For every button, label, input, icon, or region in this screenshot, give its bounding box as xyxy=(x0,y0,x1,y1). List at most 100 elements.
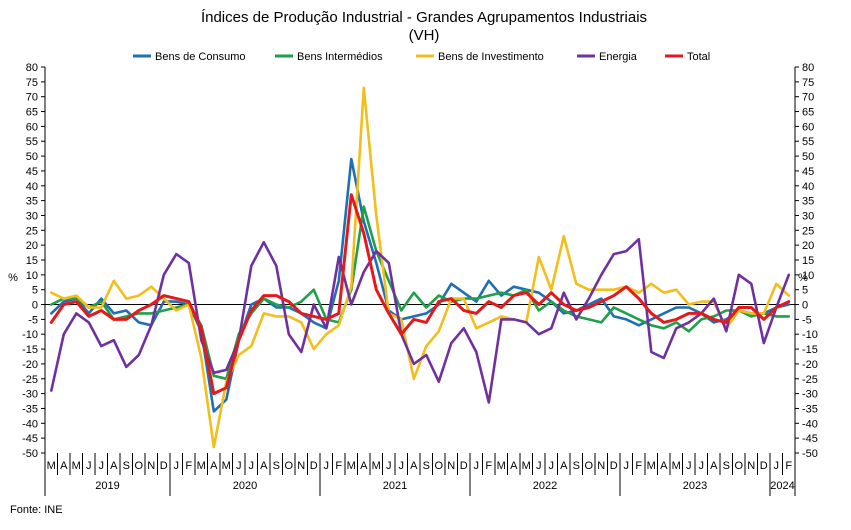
month-label: F xyxy=(485,460,492,472)
right-tick-label: 40 xyxy=(802,181,814,193)
left-tick-label: 65 xyxy=(26,107,38,119)
month-label: A xyxy=(410,460,418,472)
source-note: Fonte: INE xyxy=(10,504,63,516)
month-label: N xyxy=(147,460,155,472)
month-label: J xyxy=(86,460,92,472)
right-tick-label: 20 xyxy=(802,240,814,252)
month-label: J xyxy=(686,460,692,472)
month-label: A xyxy=(360,460,368,472)
month-label: S xyxy=(723,460,730,472)
left-tick-label: -50 xyxy=(22,448,38,460)
month-label: J xyxy=(236,460,242,472)
right-tick-label: 15 xyxy=(802,255,814,267)
right-tick-label: -10 xyxy=(802,329,818,341)
right-tick-label: 35 xyxy=(802,196,814,208)
month-label: M xyxy=(47,460,56,472)
right-tick-label: 45 xyxy=(802,166,814,178)
month-label: O xyxy=(584,460,593,472)
month-label: O xyxy=(434,460,443,472)
month-label: J xyxy=(536,460,542,472)
month-label: M xyxy=(647,460,656,472)
month-label: F xyxy=(335,460,342,472)
month-label: N xyxy=(447,460,455,472)
month-label: J xyxy=(549,460,555,472)
left-tick-label: 60 xyxy=(26,121,38,133)
month-label: M xyxy=(372,460,381,472)
left-tick-label: 50 xyxy=(26,151,38,163)
legend-label: Energia xyxy=(599,51,638,63)
year-label: 2020 xyxy=(233,480,257,492)
month-label: A xyxy=(560,460,568,472)
month-label: O xyxy=(134,460,143,472)
left-tick-label: -35 xyxy=(22,403,38,415)
chart-subtitle: (VH) xyxy=(409,27,440,44)
legend-label: Bens de Investimento xyxy=(438,51,544,63)
right-tick-label: -40 xyxy=(802,418,818,430)
left-tick-label: -25 xyxy=(22,374,38,386)
right-tick-label: 30 xyxy=(802,210,814,222)
month-label: J xyxy=(174,460,180,472)
month-label: M xyxy=(672,460,681,472)
left-tick-label: 0 xyxy=(32,300,38,312)
series-line-bens-de-investimento xyxy=(49,86,791,449)
right-tick-label: 80 xyxy=(802,62,814,74)
right-tick-label: 0 xyxy=(802,300,808,312)
right-tick-label: 65 xyxy=(802,107,814,119)
month-label: S xyxy=(123,460,130,472)
right-tick-label: 55 xyxy=(802,136,814,148)
month-label: M xyxy=(222,460,231,472)
chart-title: Índices de Produção Industrial - Grandes… xyxy=(201,9,647,26)
month-label: D xyxy=(460,460,468,472)
left-tick-label: 5 xyxy=(32,285,38,297)
axes: -50 -50-45 -45-40 -40-35 -35-30 -30-25 -25-20-… xyxy=(22,62,818,460)
month-label: A xyxy=(510,460,518,472)
month-label: A xyxy=(710,460,718,472)
month-label: D xyxy=(160,460,168,472)
month-label: S xyxy=(423,460,430,472)
left-tick-label: 75 xyxy=(26,77,38,89)
month-label: N xyxy=(297,460,305,472)
month-label: J xyxy=(624,460,630,472)
left-tick-label: -5 xyxy=(28,314,38,326)
left-tick-label: -45 xyxy=(22,433,38,445)
right-tick-label: 70 xyxy=(802,92,814,104)
month-label: A xyxy=(60,460,68,472)
month-label: M xyxy=(522,460,531,472)
month-label: F xyxy=(785,460,792,472)
right-tick-label: -45 xyxy=(802,433,818,445)
month-label: J xyxy=(474,460,480,472)
month-label: A xyxy=(660,460,668,472)
left-tick-label: 15 xyxy=(26,255,38,267)
right-tick-label: -35 xyxy=(802,403,818,415)
right-tick-label: 60 xyxy=(802,121,814,133)
right-tick-label: 5 xyxy=(802,285,808,297)
left-tick-label: -20 xyxy=(22,359,38,371)
month-label: A xyxy=(210,460,218,472)
month-label: J xyxy=(386,460,392,472)
left-axis-unit: % xyxy=(8,272,18,284)
month-label: O xyxy=(734,460,743,472)
month-label: M xyxy=(497,460,506,472)
left-tick-label: 80 xyxy=(26,62,38,74)
month-label: J xyxy=(249,460,255,472)
month-label: N xyxy=(597,460,605,472)
year-label: 2023 xyxy=(683,480,707,492)
legend-label: Bens de Consumo xyxy=(155,51,246,63)
legend-label: Total xyxy=(687,51,710,63)
left-tick-label: 10 xyxy=(26,270,38,282)
legend: Bens de Consumo Bens Intermédios Bens de I… xyxy=(133,51,710,63)
year-label: 2022 xyxy=(533,480,557,492)
month-label: M xyxy=(197,460,206,472)
legend-label: Bens Intermédios xyxy=(297,51,383,63)
series-layer xyxy=(49,86,791,449)
month-label: J xyxy=(99,460,105,472)
left-tick-label: 35 xyxy=(26,196,38,208)
left-tick-label: -30 xyxy=(22,389,38,401)
month-label: S xyxy=(273,460,280,472)
right-tick-label: -15 xyxy=(802,344,818,356)
month-label: O xyxy=(284,460,293,472)
month-label: A xyxy=(260,460,268,472)
year-label: 2024 xyxy=(770,480,794,492)
month-label: D xyxy=(760,460,768,472)
